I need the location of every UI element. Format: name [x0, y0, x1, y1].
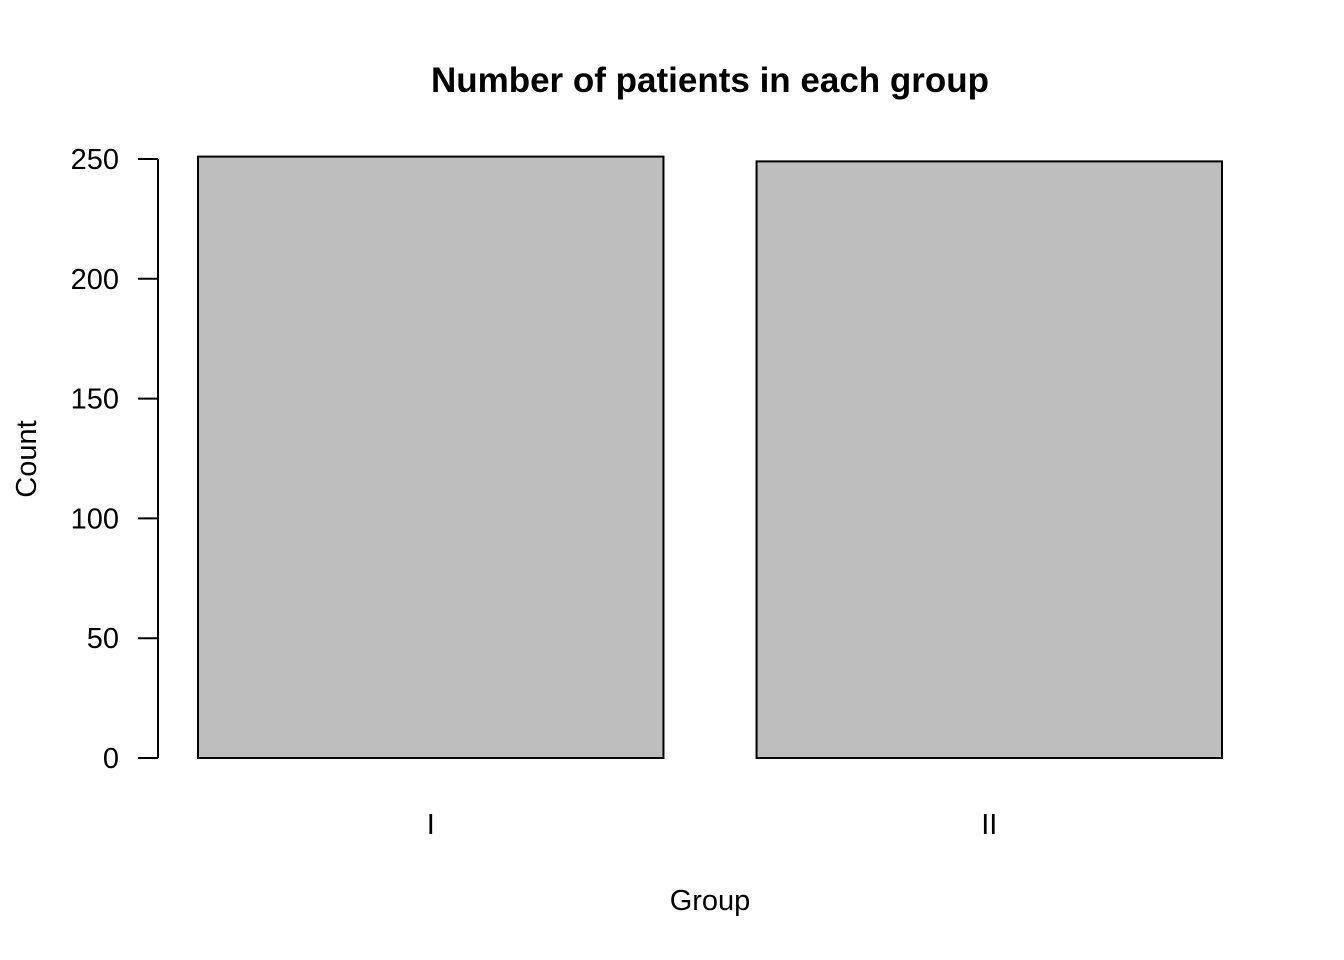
y-tick-label: 200 — [71, 264, 119, 296]
y-tick-label: 100 — [71, 503, 119, 535]
chart-title: Number of patients in each group — [431, 61, 989, 100]
y-axis-label: Count — [11, 420, 43, 497]
x-axis-label: Group — [670, 885, 751, 917]
y-tick-label: 250 — [71, 144, 119, 176]
x-tick-label: I — [427, 809, 435, 841]
y-tick-label: 0 — [103, 743, 119, 775]
bar-i — [197, 155, 665, 759]
x-tick-labels: I II — [427, 809, 998, 841]
bar-ii — [755, 160, 1224, 759]
y-tick-label: 150 — [71, 384, 119, 416]
y-tick-label: 50 — [87, 623, 119, 655]
x-tick-label: II — [981, 809, 997, 841]
bars — [197, 155, 1224, 759]
y-axis: 0 50 100 150 200 250 — [71, 144, 159, 775]
